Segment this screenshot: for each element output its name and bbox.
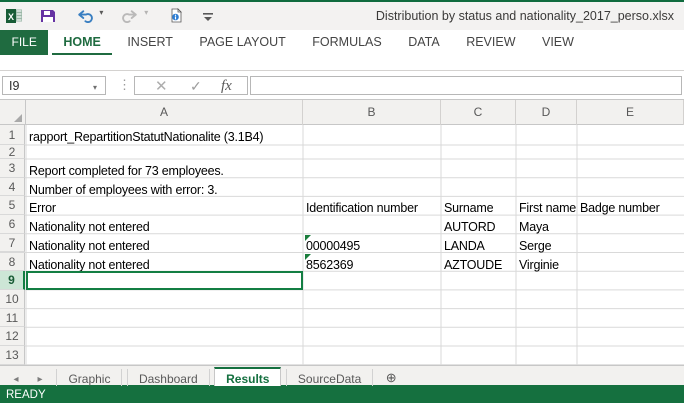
svg-text:X: X — [8, 12, 14, 22]
